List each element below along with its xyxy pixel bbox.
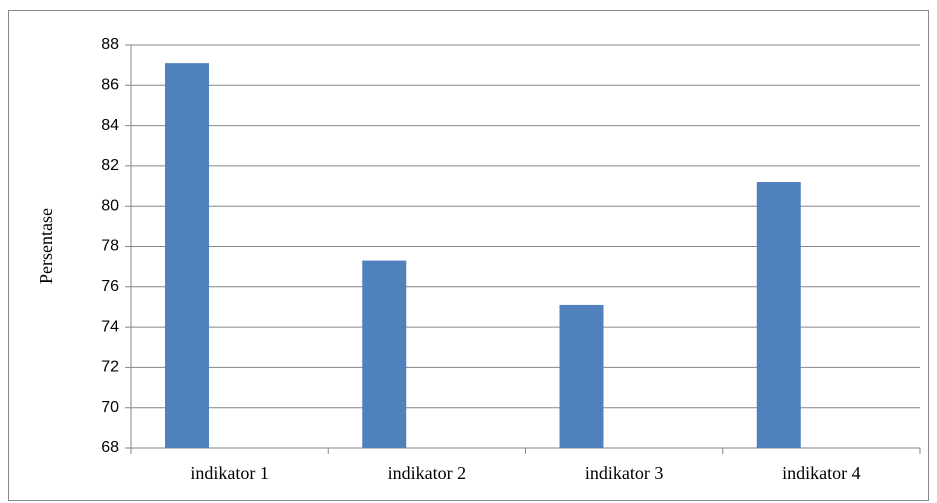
y-tick-label: 84 [101, 117, 119, 134]
y-tick-label: 76 [101, 278, 119, 295]
y-tick-label: 74 [101, 318, 119, 335]
y-tick-label: 70 [101, 399, 119, 416]
y-tick-label: 72 [101, 359, 119, 376]
bar [165, 63, 209, 448]
x-tick-label: indikator 3 [585, 463, 664, 483]
y-tick-label: 82 [101, 157, 119, 174]
x-tick-label: indikator 1 [190, 463, 269, 483]
y-axis-label: Persentase [36, 208, 56, 284]
y-tick-label: 86 [101, 77, 119, 94]
y-tick-label: 78 [101, 238, 119, 255]
y-tick-label: 68 [101, 439, 119, 456]
bar [756, 182, 801, 448]
bar [559, 304, 604, 448]
y-tick-label: 80 [101, 197, 119, 214]
x-tick-label: indikator 4 [782, 463, 861, 483]
x-tick-label: indikator 2 [388, 463, 467, 483]
bar [362, 260, 407, 448]
y-tick-label: 88 [101, 36, 119, 53]
